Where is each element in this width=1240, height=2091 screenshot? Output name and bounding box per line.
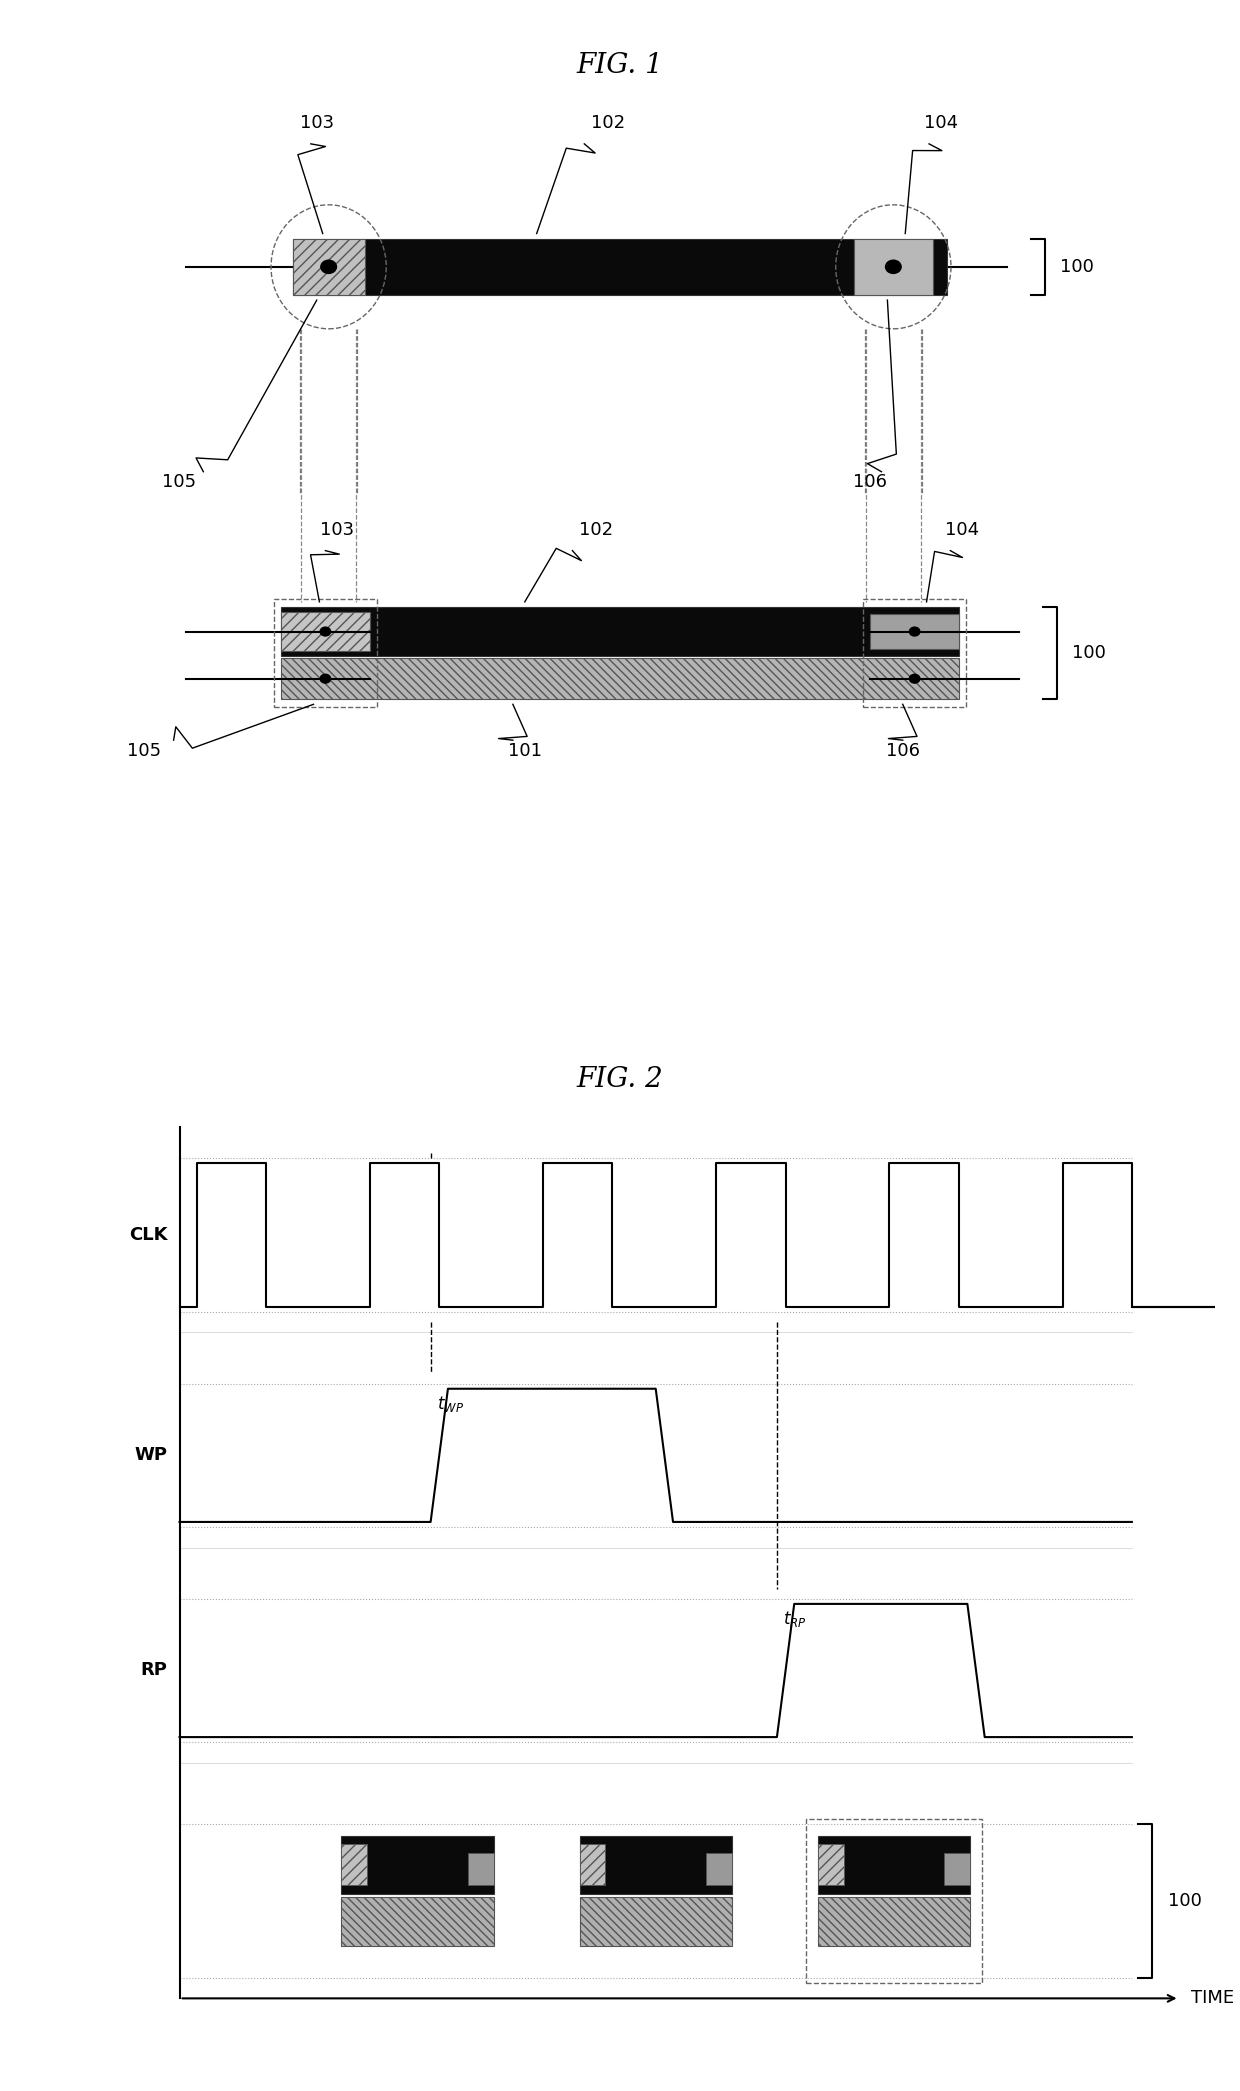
Circle shape <box>320 259 337 274</box>
Text: 104: 104 <box>924 115 959 132</box>
Text: FIG. 2: FIG. 2 <box>577 1066 663 1094</box>
Bar <box>467 1853 494 1886</box>
Text: CLK: CLK <box>129 1225 167 1244</box>
Text: FIG. 1: FIG. 1 <box>577 52 663 79</box>
Bar <box>341 1836 494 1894</box>
Bar <box>341 1844 367 1886</box>
Text: RP: RP <box>141 1662 167 1679</box>
Text: 105: 105 <box>162 473 197 491</box>
Text: 106: 106 <box>885 742 920 759</box>
Bar <box>280 613 370 650</box>
Circle shape <box>909 627 920 636</box>
Bar <box>817 1897 970 1945</box>
Text: 103: 103 <box>300 115 334 132</box>
Circle shape <box>320 673 331 684</box>
Text: 106: 106 <box>853 473 887 491</box>
Text: 102: 102 <box>591 115 625 132</box>
Text: 102: 102 <box>579 521 614 539</box>
Text: 100: 100 <box>1060 257 1095 276</box>
Bar <box>870 615 960 648</box>
Text: 104: 104 <box>945 521 980 539</box>
Bar <box>293 238 947 295</box>
Bar <box>341 1897 494 1945</box>
Text: 103: 103 <box>320 521 355 539</box>
Bar <box>280 659 960 698</box>
Text: $t_{RP}$: $t_{RP}$ <box>782 1610 806 1629</box>
Text: 101: 101 <box>507 742 542 759</box>
Bar <box>579 1897 732 1945</box>
Bar <box>579 1844 605 1886</box>
Bar <box>853 238 932 295</box>
Text: TIME: TIME <box>1192 1989 1235 2007</box>
Bar <box>944 1853 970 1886</box>
Bar <box>817 1844 843 1886</box>
Text: $t_{WP}$: $t_{WP}$ <box>436 1395 464 1414</box>
Text: WP: WP <box>135 1447 167 1464</box>
Circle shape <box>885 259 901 274</box>
Bar <box>293 238 365 295</box>
Bar <box>706 1853 732 1886</box>
Text: 100: 100 <box>1168 1892 1202 1909</box>
Text: 105: 105 <box>126 742 161 759</box>
Circle shape <box>320 627 331 636</box>
Text: 100: 100 <box>1073 644 1106 663</box>
Bar <box>280 606 960 657</box>
Circle shape <box>909 673 920 684</box>
Bar <box>817 1836 970 1894</box>
Bar <box>579 1836 732 1894</box>
